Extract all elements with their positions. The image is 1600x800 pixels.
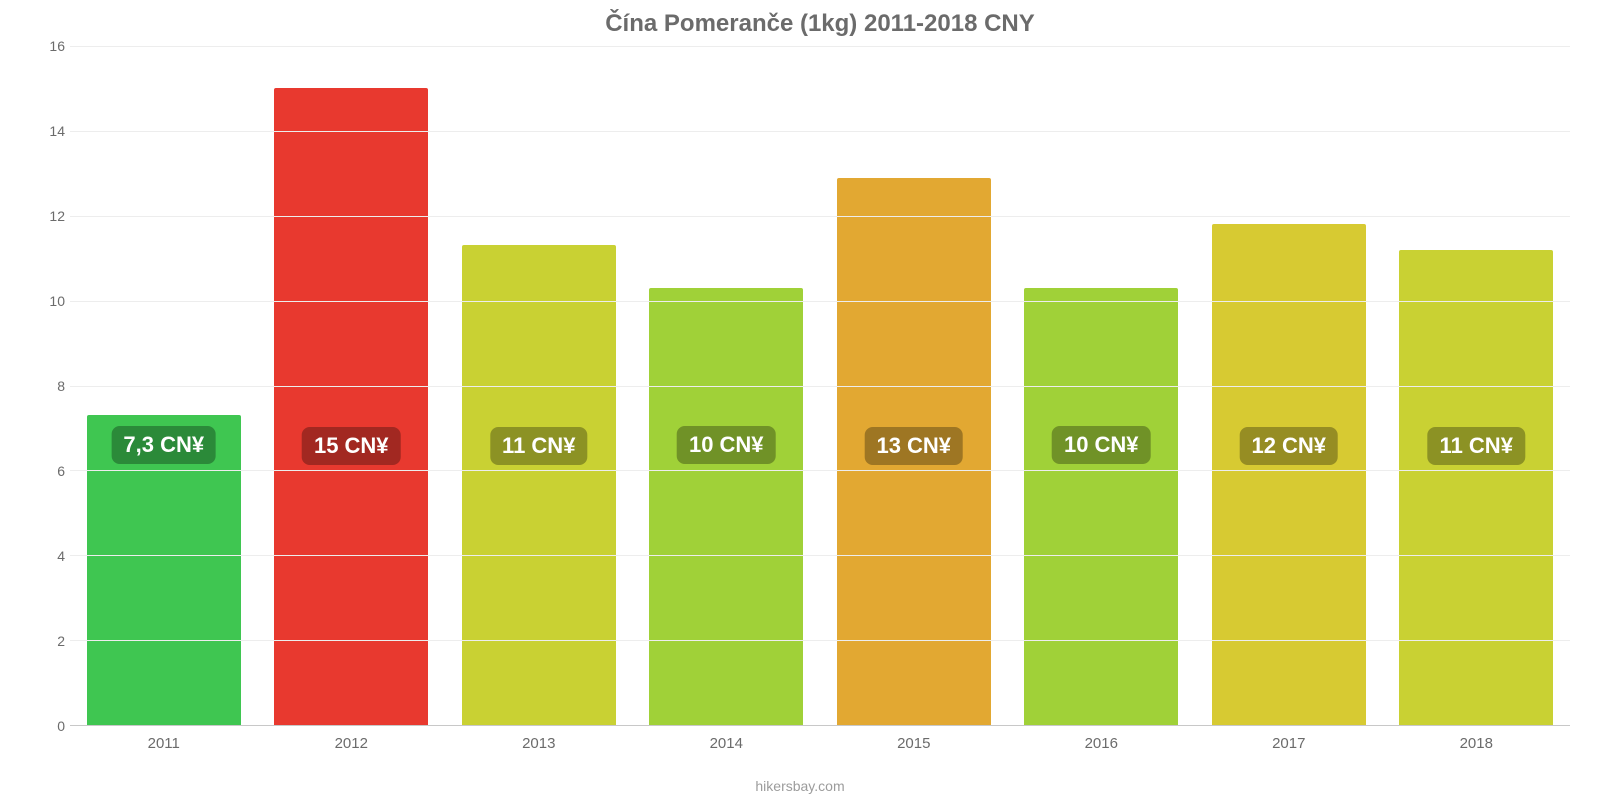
- y-tick-label: 4: [20, 548, 65, 564]
- grid-line: [70, 46, 1570, 47]
- x-axis: 20112012201320142015201620172018: [70, 735, 1570, 752]
- plot-area: 0246810121416 7,3 CN¥15 CN¥11 CN¥10 CN¥1…: [70, 46, 1570, 726]
- bar: 15 CN¥: [274, 88, 428, 725]
- bar-value-label: 11 CN¥: [490, 427, 587, 465]
- bar: 11 CN¥: [1399, 250, 1553, 725]
- bar-value-label: 12 CN¥: [1239, 427, 1338, 465]
- y-tick-label: 2: [20, 633, 65, 649]
- grid-line: [70, 555, 1570, 556]
- grid-line: [70, 216, 1570, 217]
- grid-line: [70, 640, 1570, 641]
- x-tick-label: 2017: [1195, 735, 1383, 752]
- y-axis: 0246810121416: [20, 46, 65, 726]
- x-tick-label: 2013: [445, 735, 633, 752]
- bar: 7,3 CN¥: [87, 415, 241, 725]
- grid-line: [70, 301, 1570, 302]
- grid-line: [70, 470, 1570, 471]
- y-tick-label: 0: [20, 718, 65, 734]
- bar-value-label: 10 CN¥: [1052, 426, 1151, 464]
- x-tick-label: 2015: [820, 735, 1008, 752]
- bar: 12 CN¥: [1212, 224, 1366, 725]
- y-tick-label: 12: [20, 208, 65, 224]
- attribution-text: hikersbay.com: [0, 778, 1600, 794]
- grid-line: [70, 386, 1570, 387]
- x-tick-label: 2018: [1383, 735, 1571, 752]
- grid-line: [70, 131, 1570, 132]
- y-tick-label: 10: [20, 293, 65, 309]
- y-tick-label: 6: [20, 463, 65, 479]
- x-tick-label: 2012: [258, 735, 446, 752]
- y-tick-label: 14: [20, 123, 65, 139]
- x-tick-label: 2014: [633, 735, 821, 752]
- x-tick-label: 2016: [1008, 735, 1196, 752]
- chart-title: Čína Pomeranče (1kg) 2011-2018 CNY: [70, 10, 1570, 38]
- chart-container: Čína Pomeranče (1kg) 2011-2018 CNY 0 2 4 6 8…: [0, 0, 1600, 800]
- bar: 10 CN¥: [649, 288, 803, 725]
- bar: 11 CN¥: [462, 245, 616, 725]
- bar: 10 CN¥: [1024, 288, 1178, 725]
- bar: 13 CN¥: [837, 178, 991, 725]
- y-tick-label: 8: [20, 378, 65, 394]
- bar-value-label: 13 CN¥: [864, 427, 963, 465]
- y-tick-label: 16: [20, 38, 65, 54]
- bar-value-label: 7,3 CN¥: [111, 426, 216, 464]
- bar-value-label: 15 CN¥: [302, 427, 401, 465]
- x-tick-label: 2011: [70, 735, 258, 752]
- plot: 7,3 CN¥ 15 CN¥ 11 CN¥ 10 CN¥ 13 CN¥ 10 CN¥ 12 …: [70, 46, 1570, 726]
- bar-value-label: 11 CN¥: [1428, 427, 1525, 465]
- bar-value-label: 10 CN¥: [677, 426, 776, 464]
